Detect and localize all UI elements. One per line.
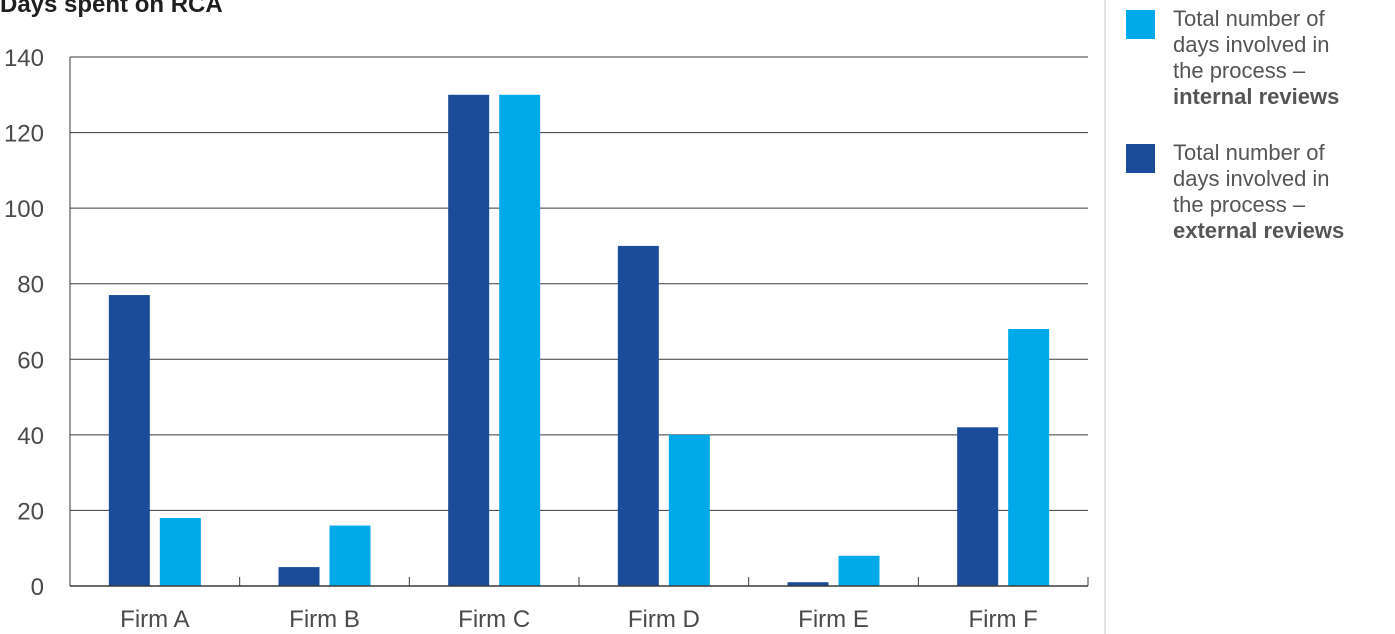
legend-text: the process – [1173,192,1306,217]
legend-item-external: Total number of days involved in the pro… [1125,140,1390,244]
chart-title: Days spent on RCA [0,0,223,18]
bars [108,94,1050,587]
x-axis: Firm A Firm B Firm C Firm D Firm E Firm F [70,577,1089,633]
y-axis-ticks: 0 20 40 60 80 100 120 140 [4,45,44,601]
x-tick-label: Firm A [120,606,189,633]
y-tick-label: 60 [17,347,44,374]
bar-firm-d-internal [668,434,710,586]
bar-firm-b-internal [329,525,371,586]
x-tick-label: Firm E [798,606,869,633]
x-tick-label: Firm B [289,606,360,633]
bar-firm-c-external [448,94,490,587]
legend-text: the process – [1173,58,1306,83]
legend-item-internal: Total number of days involved in the pro… [1125,6,1390,110]
legend-text-bold: external reviews [1173,218,1345,243]
x-tick-label: Firm D [628,606,700,633]
legend-text-bold: internal reviews [1173,84,1340,109]
y-tick-label: 40 [17,423,44,450]
bar-firm-a-external [108,295,150,586]
legend-text: days involved in [1173,32,1330,57]
legend-text: Total number of [1173,6,1325,31]
bar-firm-e-external [787,582,829,586]
legend-text: days involved in [1173,166,1330,191]
gridlines [69,56,1088,586]
x-tick-label: Firm F [969,606,1038,633]
legend-swatch-external [1126,144,1155,173]
bar-firm-f-external [957,427,999,586]
bar-firm-b-external [278,567,320,586]
y-tick-label: 120 [4,121,44,148]
legend-text: Total number of [1173,140,1325,165]
bar-firm-e-internal [838,555,880,586]
bar-firm-f-internal [1008,329,1050,586]
bar-firm-d-external [617,245,659,586]
legend-swatch-internal [1126,10,1155,39]
bar-firm-a-internal [159,517,201,586]
y-tick-label: 100 [4,196,44,223]
y-tick-label: 80 [17,272,44,299]
y-tick-label: 0 [31,574,44,601]
bar-firm-c-internal [499,94,541,587]
legend: Total number of days involved in the pro… [1125,6,1390,274]
y-tick-label: 140 [4,45,44,72]
x-tick-label: Firm C [458,606,530,633]
y-tick-label: 20 [17,498,44,525]
